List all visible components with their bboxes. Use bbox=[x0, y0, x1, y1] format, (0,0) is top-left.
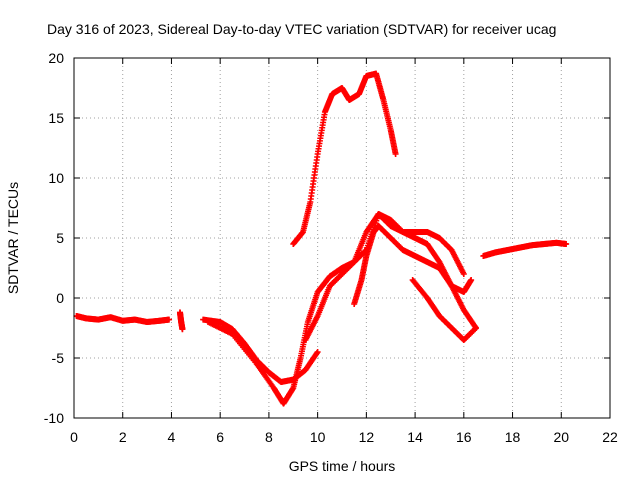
y-tick-label: -5 bbox=[52, 350, 65, 366]
data-point bbox=[473, 325, 479, 331]
y-tick-label: -10 bbox=[44, 410, 64, 426]
x-tick-label: 20 bbox=[553, 429, 569, 445]
y-tick-label: 20 bbox=[48, 50, 64, 66]
series-arc-night bbox=[480, 239, 570, 259]
x-tick-label: 12 bbox=[359, 429, 375, 445]
data-point bbox=[314, 349, 321, 355]
y-tick-label: 0 bbox=[56, 290, 64, 306]
data-points bbox=[73, 70, 570, 407]
x-tick-label: 2 bbox=[119, 429, 127, 445]
series-arc-morning bbox=[73, 313, 173, 325]
data-point bbox=[392, 151, 399, 157]
y-tick-label: 15 bbox=[48, 110, 64, 126]
data-point bbox=[460, 271, 467, 277]
axes: 0 2 4 6 8 10 12 14 16 18 20 22 -10 -5 0 5 10 15 20 bbox=[44, 50, 618, 445]
x-tick-label: 0 bbox=[70, 429, 78, 445]
x-tick-label: 8 bbox=[265, 429, 273, 445]
x-axis-label: GPS time / hours bbox=[289, 458, 396, 474]
y-axis-label: SDTVAR / TECUs bbox=[5, 182, 21, 294]
x-tick-label: 14 bbox=[407, 429, 423, 445]
x-tick-label: 18 bbox=[505, 429, 521, 445]
grid bbox=[74, 58, 610, 418]
series-arc-evening-b bbox=[351, 223, 475, 307]
y-tick-label: 10 bbox=[48, 170, 64, 186]
x-tick-label: 22 bbox=[602, 429, 618, 445]
data-point bbox=[468, 277, 475, 283]
data-point bbox=[166, 316, 173, 323]
data-point bbox=[179, 326, 186, 333]
x-tick-label: 16 bbox=[456, 429, 472, 445]
series-arc-isolated bbox=[176, 309, 186, 333]
x-tick-label: 10 bbox=[310, 429, 326, 445]
x-tick-label: 4 bbox=[168, 429, 176, 445]
series-arc-afternoon-b bbox=[205, 211, 467, 407]
series-arc-peak bbox=[290, 70, 399, 247]
data-point bbox=[563, 241, 570, 247]
chart-title: Day 316 of 2023, Sidereal Day-to-day VTE… bbox=[47, 21, 556, 37]
y-tick-label: 5 bbox=[56, 230, 64, 246]
x-tick-label: 6 bbox=[216, 429, 224, 445]
series-arc-evening-c bbox=[409, 277, 479, 343]
